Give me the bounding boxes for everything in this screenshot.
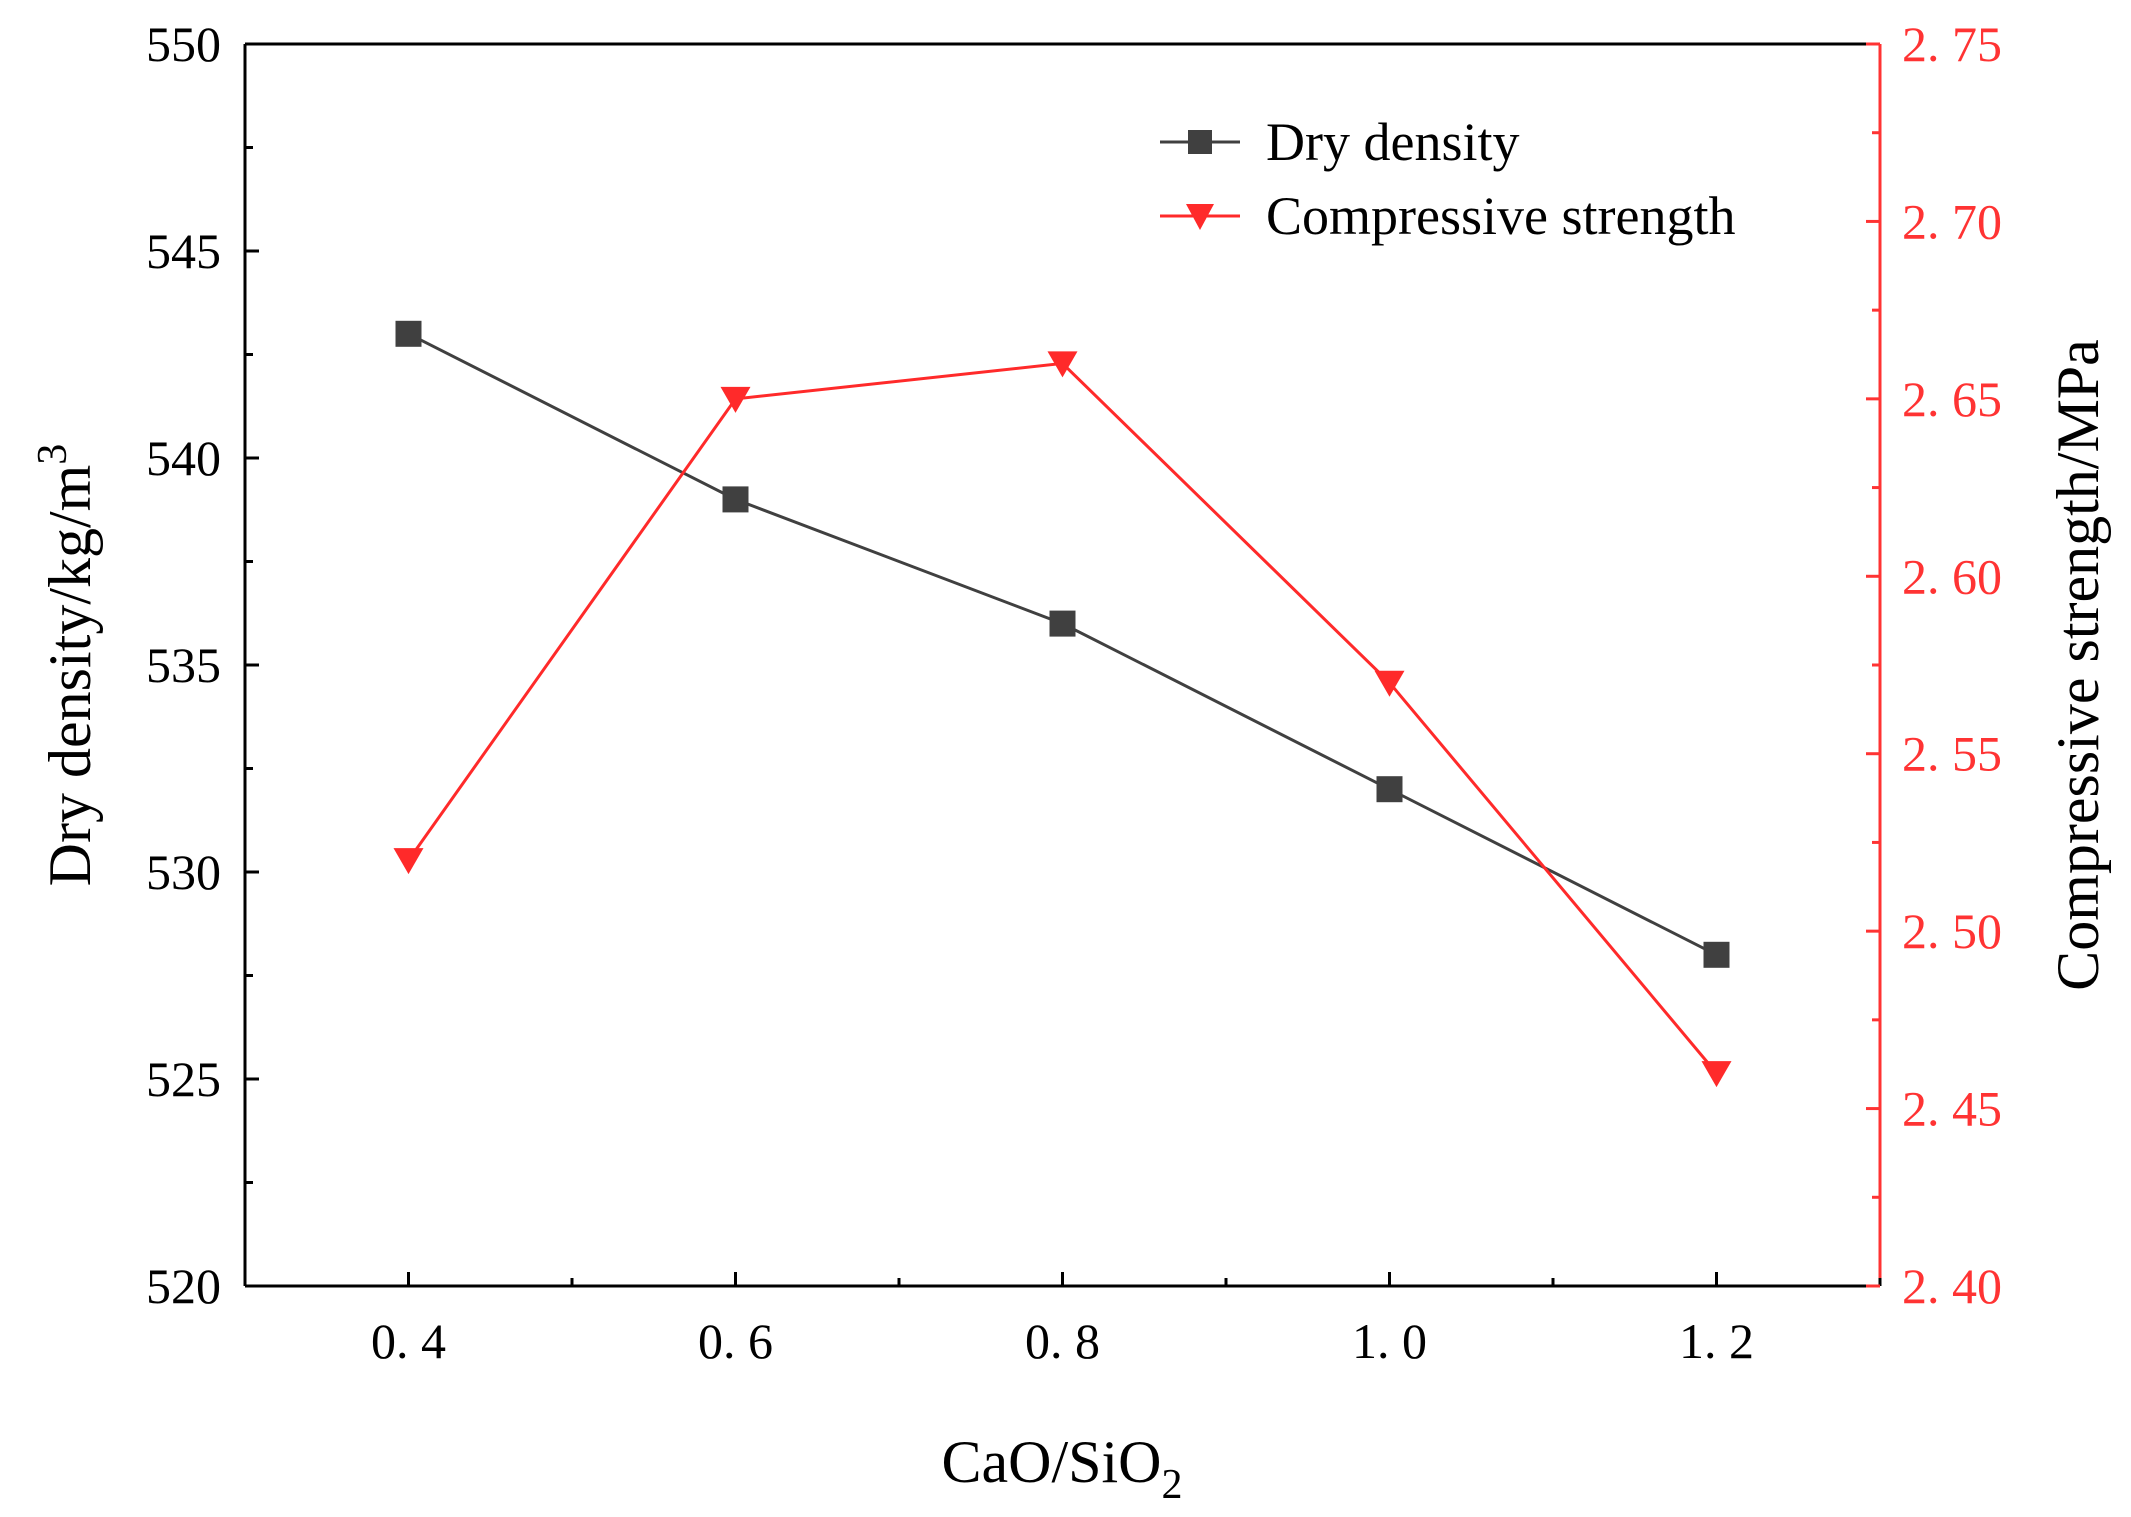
x-tick-label: 1. 2 bbox=[1679, 1313, 1754, 1369]
compressive-strength-point bbox=[1374, 670, 1405, 697]
dry-density-point bbox=[1376, 776, 1403, 803]
right-y-tick-label: 2. 75 bbox=[1902, 16, 2002, 72]
right-y-tick-label: 2. 55 bbox=[1902, 726, 2002, 782]
left-y-tick-label: 540 bbox=[146, 430, 221, 486]
compressive-strength-point bbox=[1047, 351, 1078, 378]
legend-dry-density-label: Dry density bbox=[1266, 112, 1519, 172]
dry-density-point bbox=[1703, 941, 1730, 968]
legend-compressive-strength-label: Compressive strength bbox=[1266, 186, 1735, 246]
left-y-axis-title-main: Dry density/kg/m bbox=[37, 465, 103, 887]
right-y-tick-label: 2. 50 bbox=[1902, 903, 2002, 959]
right-y-tick-label: 2. 40 bbox=[1902, 1258, 2002, 1314]
left-y-tick-label: 545 bbox=[146, 223, 221, 279]
dry-density-line bbox=[407, 332, 1718, 957]
right-y-axis-ticks: 2. 40 2. 45 2. 50 2. 55 2. 60 2. 65 2. 70 2. 75 bbox=[1866, 16, 2002, 1314]
left-y-axis-ticks: 520 525 530 535 540 545 550 bbox=[146, 16, 259, 1314]
legend: Dry density Compressive strength bbox=[1160, 112, 1735, 246]
series-layer bbox=[393, 320, 1732, 1088]
dry-density-point bbox=[722, 486, 749, 513]
left-y-axis-title: Dry density/kg/m3 bbox=[30, 444, 103, 887]
right-y-axis-title: Compressive strength/MPa bbox=[2045, 339, 2111, 991]
x-tick-label: 0. 4 bbox=[371, 1313, 446, 1369]
left-y-tick-label: 525 bbox=[146, 1051, 221, 1107]
left-y-tick-label: 530 bbox=[146, 844, 221, 900]
legend-dry-density-marker bbox=[1188, 130, 1212, 154]
compressive-strength-point bbox=[393, 848, 424, 875]
left-y-axis-title-superscript: 3 bbox=[30, 444, 76, 465]
left-y-tick-label: 535 bbox=[146, 637, 221, 693]
right-y-tick-label: 2. 65 bbox=[1902, 371, 2002, 427]
compressive-strength-point bbox=[720, 386, 751, 413]
right-y-tick-label: 2. 45 bbox=[1902, 1081, 2002, 1137]
compressive-strength-line bbox=[407, 361, 1718, 1075]
right-y-tick-label: 2. 60 bbox=[1902, 548, 2002, 604]
left-y-tick-label: 550 bbox=[146, 16, 221, 72]
x-axis-title-subscript: 2 bbox=[1162, 1462, 1183, 1508]
x-tick-label: 1. 0 bbox=[1352, 1313, 1427, 1369]
x-axis-ticks: 0. 4 0. 6 0. 8 1. 0 1. 2 bbox=[371, 1272, 1882, 1369]
compressive-strength-point bbox=[1701, 1061, 1732, 1088]
right-y-tick-label: 2. 70 bbox=[1902, 193, 2002, 249]
x-tick-label: 0. 6 bbox=[698, 1313, 773, 1369]
x-axis-title: CaO/SiO2 bbox=[941, 1429, 1182, 1508]
dry-density-point bbox=[395, 320, 422, 347]
dry-density-point bbox=[1049, 610, 1076, 637]
x-tick-label: 0. 8 bbox=[1025, 1313, 1100, 1369]
x-axis-title-main: CaO/SiO bbox=[941, 1429, 1161, 1495]
left-y-tick-label: 520 bbox=[146, 1258, 221, 1314]
legend-compressive-strength-marker bbox=[1186, 204, 1214, 230]
